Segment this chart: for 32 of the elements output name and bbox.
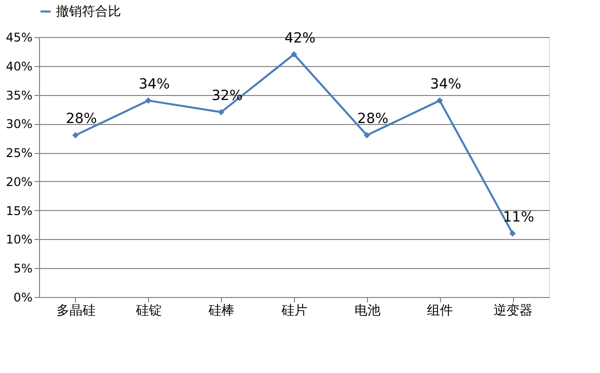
point xyxy=(364,132,370,138)
data-label: 34% xyxy=(138,76,170,93)
y-tick-label: 35% xyxy=(6,88,32,102)
legend-label: 撤销符合比 xyxy=(56,4,121,20)
point xyxy=(436,97,443,104)
x-tick-label: 多晶硅 xyxy=(56,304,96,318)
x-tick-label: 硅棒 xyxy=(208,304,235,318)
x-tick-label: 组件 xyxy=(427,304,454,318)
point xyxy=(509,230,516,237)
data-label: 34% xyxy=(430,76,462,93)
y-tick-label: 0% xyxy=(13,290,32,304)
point xyxy=(72,132,79,138)
point xyxy=(218,108,224,116)
y-tick-label: 25% xyxy=(6,146,32,160)
y-tick-label: 20% xyxy=(6,174,32,189)
point xyxy=(290,51,298,58)
y-tick-label: 30% xyxy=(6,117,32,132)
x-tick-label: 逆变器 xyxy=(494,304,533,318)
data-label: 11% xyxy=(503,209,534,226)
y-tick-label: 10% xyxy=(6,232,32,247)
y-tick-label: 40% xyxy=(6,59,32,74)
y-tick-label: 45% xyxy=(6,30,32,44)
data-label: 28% xyxy=(66,111,97,128)
point xyxy=(145,97,152,104)
data-label: 42% xyxy=(284,30,316,46)
y-tick-label: 5% xyxy=(13,262,32,276)
x-tick-label: 硅片 xyxy=(280,304,308,318)
data-label: 32% xyxy=(212,88,243,104)
x-tick-label: 电池 xyxy=(354,304,380,318)
x-tick-label: 硅锭 xyxy=(134,304,162,318)
y-tick-label: 15% xyxy=(6,204,32,218)
data-label: 28% xyxy=(357,111,388,128)
